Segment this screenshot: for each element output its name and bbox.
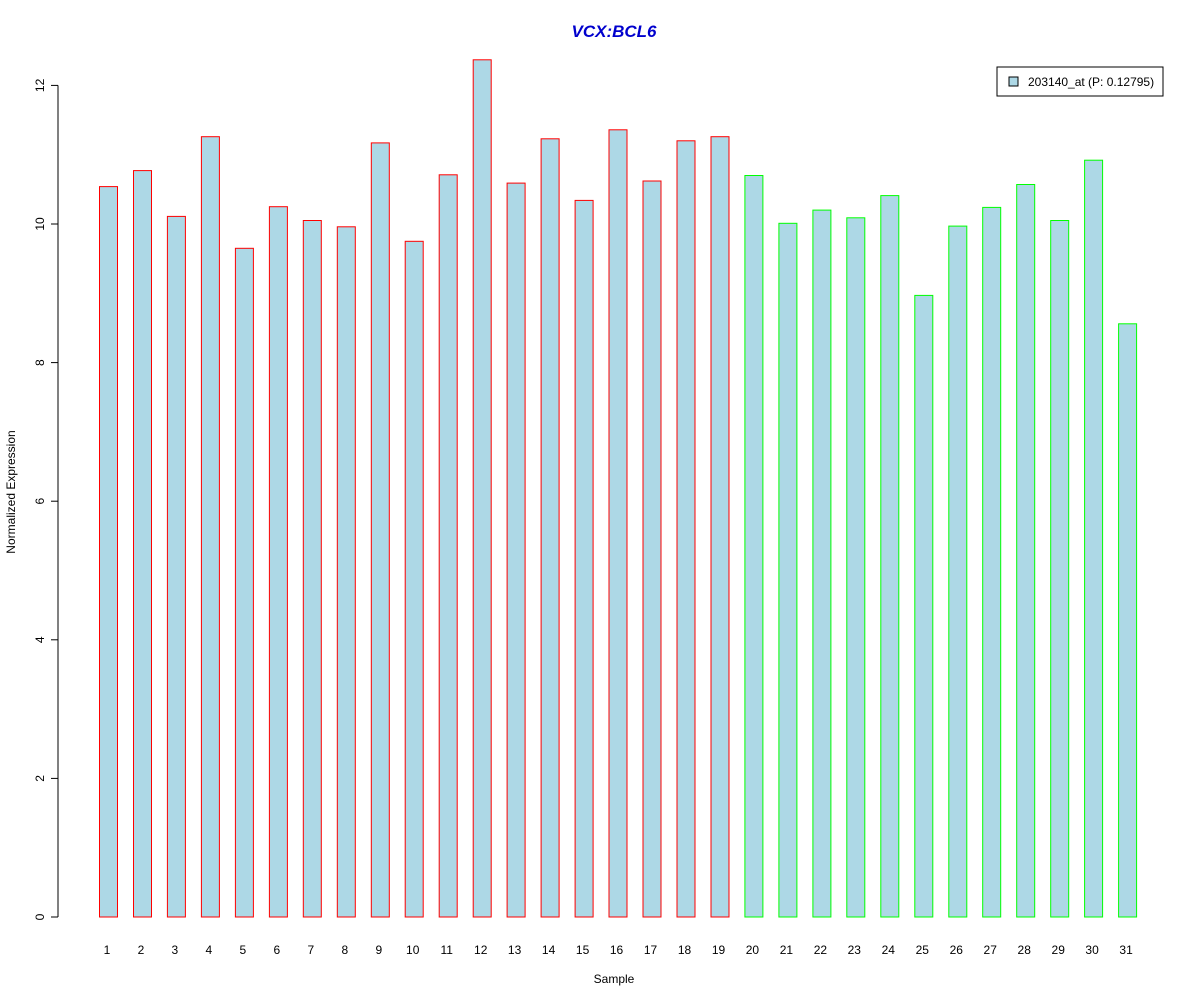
- bar-sample-16: [608, 129, 628, 918]
- y-tick-label: 4: [33, 636, 47, 643]
- bar-sample-14: [540, 138, 560, 918]
- bar-sample-4: [200, 136, 220, 918]
- bar-sample-25: [914, 294, 934, 918]
- y-tick-label: 0: [33, 913, 47, 920]
- x-tick-label: 19: [712, 943, 726, 957]
- x-tick-label: 23: [848, 943, 862, 957]
- x-tick-label: 5: [240, 943, 247, 957]
- bar-sample-7: [302, 220, 322, 918]
- bar-sample-2: [133, 170, 152, 918]
- x-tick-label: 10: [406, 943, 420, 957]
- bar-sample-10: [404, 240, 424, 918]
- bar-sample-11: [438, 174, 458, 918]
- x-tick-label: 12: [474, 943, 488, 957]
- bar-sample-8: [336, 226, 356, 918]
- x-tick-label: 3: [172, 943, 179, 957]
- bar-sample-21: [778, 222, 798, 918]
- bar-sample-9: [370, 142, 390, 918]
- x-tick-label: 4: [206, 943, 213, 957]
- x-tick-label: 8: [341, 943, 348, 957]
- x-tick-label: 13: [508, 943, 522, 957]
- bar-sample-17: [642, 180, 662, 918]
- x-tick-label: 22: [814, 943, 828, 957]
- x-tick-label: 27: [984, 943, 998, 957]
- y-tick-label: 10: [33, 217, 47, 231]
- bar-sample-19: [710, 136, 730, 918]
- x-tick-label: 30: [1085, 943, 1099, 957]
- bar-sample-12: [472, 59, 492, 918]
- legend: 203140_at (P: 0.12795): [996, 66, 1164, 97]
- bar-sample-13: [506, 182, 526, 918]
- bar-sample-1: [99, 186, 118, 918]
- x-tick-label: 11: [440, 943, 453, 957]
- x-tick-label: 17: [644, 943, 658, 957]
- y-axis-label: Normalized Expression: [4, 430, 18, 553]
- x-tick-label: 20: [746, 943, 760, 957]
- x-tick-label: 6: [274, 943, 281, 957]
- x-tick-label: 31: [1119, 943, 1133, 957]
- bar-sample-27: [982, 206, 1002, 918]
- x-tick-label: 15: [576, 943, 590, 957]
- bar-sample-24: [880, 195, 900, 918]
- bar-sample-6: [268, 206, 288, 918]
- x-tick-label: 25: [916, 943, 930, 957]
- x-tick-labels: 1 2 3 4 5 6 7 8 9 10 11 12 13 14 15 16 17 18 19 20 21 22 23 24 2…: [104, 943, 1133, 957]
- bar-sample-18: [676, 140, 696, 918]
- y-tick-label: 8: [33, 359, 47, 366]
- y-tick-label: 12: [33, 78, 47, 92]
- bar-sample-5: [234, 247, 254, 918]
- bar-sample-3: [166, 215, 186, 918]
- x-tick-label: 29: [1052, 943, 1066, 957]
- x-tick-label: 16: [610, 943, 624, 957]
- bar-sample-22: [812, 209, 832, 918]
- bar-sample-23: [846, 217, 866, 918]
- x-axis-label: Sample: [594, 972, 635, 986]
- x-tick-label: 26: [950, 943, 964, 957]
- legend-label: 203140_at (P: 0.12795): [1028, 75, 1154, 89]
- x-tick-label: 7: [307, 943, 314, 957]
- x-tick-label: 2: [138, 943, 145, 957]
- y-axis: 0 2 4 6 8 10 12: [33, 78, 59, 920]
- x-tick-label: 28: [1018, 943, 1032, 957]
- y-tick-label: 2: [33, 775, 47, 782]
- legend-box: [996, 66, 1164, 97]
- bar-sample-15: [574, 199, 594, 918]
- bar-sample-20: [744, 175, 764, 918]
- legend-swatch: [1008, 76, 1019, 87]
- x-tick-label: 24: [882, 943, 896, 957]
- bar-sample-29: [1050, 220, 1070, 918]
- x-tick-label: 1: [104, 943, 111, 957]
- bar-sample-30: [1084, 159, 1104, 918]
- chart-title: VCX:BCL6: [571, 22, 657, 41]
- x-tick-label: 21: [780, 943, 794, 957]
- bar-sample-26: [948, 225, 968, 918]
- bar-sample-31: [1118, 323, 1138, 918]
- x-tick-label: 18: [678, 943, 692, 957]
- x-tick-label: 14: [542, 943, 556, 957]
- bar-sample-28: [1016, 184, 1036, 918]
- x-tick-label: 9: [375, 943, 382, 957]
- y-tick-label: 6: [33, 498, 47, 505]
- bars: [99, 59, 1138, 918]
